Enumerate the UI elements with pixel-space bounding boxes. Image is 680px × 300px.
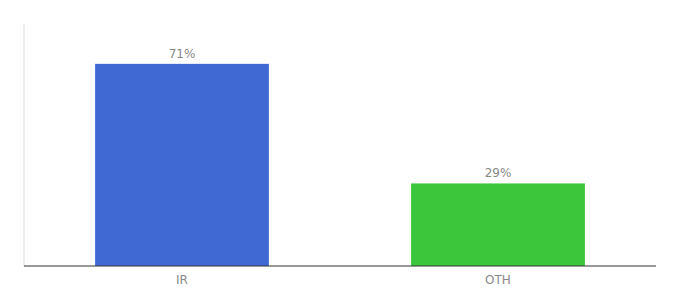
chart-svg: IR OTH 71% 29% bbox=[0, 0, 680, 300]
data-label: 71% bbox=[169, 47, 196, 61]
x-axis-line bbox=[24, 266, 656, 267]
x-tick-label: OTH bbox=[485, 273, 511, 287]
x-tick-label: IR bbox=[176, 273, 188, 287]
chart-container: IR OTH 71% 29% bbox=[0, 0, 680, 300]
bar bbox=[95, 64, 269, 266]
y-axis-line bbox=[24, 24, 25, 266]
data-label: 29% bbox=[485, 166, 512, 180]
bars bbox=[95, 64, 585, 266]
bar bbox=[411, 183, 585, 266]
